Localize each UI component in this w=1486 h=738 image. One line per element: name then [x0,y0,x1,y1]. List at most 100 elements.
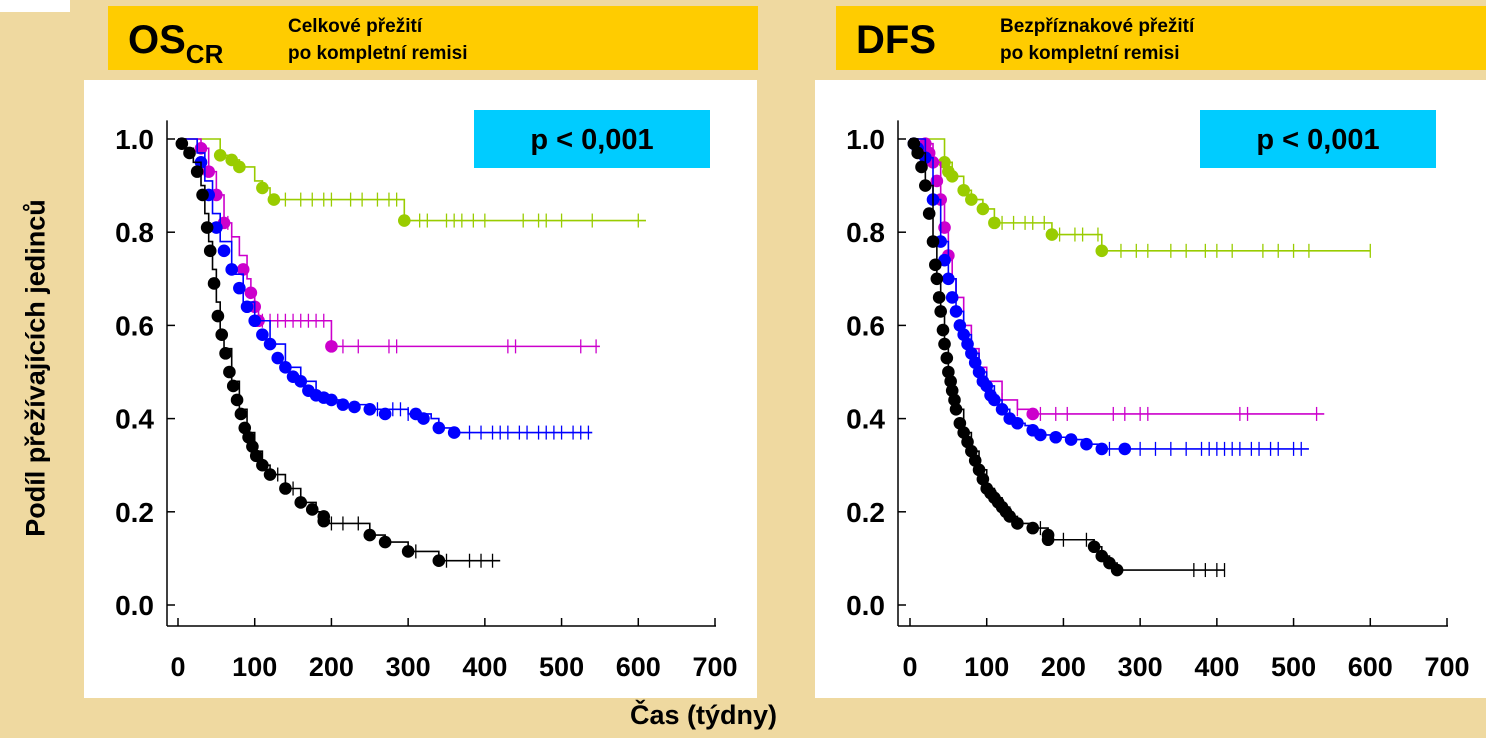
dfs-series-3-event-point [944,375,957,388]
os-series-3-event-point [249,449,263,463]
os-series-1-event-point [325,340,338,353]
os-series-3-event-point [317,514,331,528]
dfs-series-3-event-point [911,146,924,160]
os-series-3-event-point [294,496,308,509]
os-series-0-event-point [233,160,246,174]
dfs-series-3-event-point [919,179,932,192]
dfs-chart: 0.0 0.2 0.4 0.6 0.8 1.0 0 100 200 300 400 500 600 700… [846,110,1470,682]
dfs-series-3-event-point [929,258,942,272]
os-series-3-event-point [230,393,244,407]
os-series-3-event-point [432,554,446,568]
dfs-x-tick-label: 700 [1424,652,1469,682]
dfs-series-3-event-point [1041,533,1055,547]
os-series-3-event-point [211,309,225,323]
x-axis-label: Čas (týdny) [630,700,778,730]
os-y-tick-label: 0.2 [115,497,154,528]
os-series-3-event-point [207,277,221,290]
os-series-3-event-point [305,503,319,516]
os-series-3-event-point [215,328,229,342]
dfs-series-0-event-point [988,216,1001,230]
os-x-tick-label: 300 [386,652,431,682]
dfs-series-3-event-point [926,235,940,248]
dfs-series-2-event-point [949,305,963,318]
os-series-2-event-point [325,393,338,407]
dfs-header-bar: DFS Bezpříznakové přežití po kompletní r… [836,6,1486,70]
dfs-series-0-event-point [965,193,978,206]
dfs-series-0-event-point [1095,244,1109,258]
dfs-series-3-event-point [1087,540,1101,554]
dfs-series-2-event-point [1034,428,1047,442]
os-series-0-event-point [398,214,411,227]
dfs-x-tick-label: 300 [1118,652,1163,682]
os-y-tick-label: 0.0 [115,590,154,621]
dfs-y-tick-label: 0.6 [846,310,885,341]
dfs-series-3-event-point [1011,517,1024,530]
os-series-3-event-point [263,468,277,481]
dfs-series-2-event-point [1049,430,1063,444]
os-series-2-event-point [240,300,254,314]
dfs-series-2-event-point [942,272,955,286]
os-series-3-event-point [234,407,248,421]
dfs-series-2-event-point [995,402,1009,416]
dfs-series-3-event-point [936,323,950,337]
dfs-abbr-text: DFS [856,18,936,62]
os-pvalue-box [474,110,710,168]
dfs-x-tick-label: 400 [1194,652,1239,682]
os-x-tick-label: 200 [309,652,354,682]
os-series-2-event-point [378,407,392,421]
os-series-2-event-point [417,412,430,425]
os-series-2-event-point [348,400,361,414]
os-series-3-event-point [200,221,214,234]
os-series-2-event-point [217,244,231,258]
os-series-3-event-point [175,137,189,150]
os-y-tick-label: 0.4 [115,404,154,435]
os-x-tick-label: 500 [539,652,584,682]
y-axis-label: Podíl přežívajících jedinců [20,199,51,537]
os-series-2-event-point [294,375,308,388]
os-header-bar: OSCR Celkové přežití po kompletní remisi [108,6,758,70]
os-pvalue-text: p < 0,001 [530,124,653,156]
os-title-line2: po kompletní remisi [288,43,468,64]
dfs-x-tick-label: 200 [1041,652,1086,682]
os-series-2-event-point [225,263,238,276]
dfs-y-tick-label: 0.4 [846,404,885,435]
os-series-3-event-point [226,379,240,393]
os-x-tick-label: 400 [462,652,507,682]
os-series-3-event-point [196,188,209,202]
dfs-series-0-event-point [945,169,959,183]
os-series-2-event-point [363,402,377,416]
os-series-2-event-point [256,328,269,342]
dfs-series-3-event-point [938,337,951,351]
os-series-3-event-point [190,165,204,178]
dfs-series-1-line [910,138,1325,415]
dfs-pvalue-text: p < 0,001 [1256,124,1379,156]
dfs-series-2-event-point [1118,442,1132,456]
os-series-2-event-point [248,314,262,328]
os-series-3-event-point [363,528,377,542]
dfs-series-3-line [910,138,1225,571]
dfs-plot-panel: 0.0 0.2 0.4 0.6 0.8 1.0 0 100 200 300 400 500 600 700… [815,80,1486,698]
dfs-series-2-line [910,138,1309,450]
os-series-2-event-point [447,426,461,439]
os-series-3-event-point [203,244,217,258]
dfs-title-line2: po kompletní remisi [1000,43,1180,64]
os-series-2-event-point [233,281,246,295]
os-series-3-event-point [183,146,196,160]
dfs-series-3-event-point [930,272,944,286]
dfs-series-1-event-point [1026,407,1040,421]
dfs-series-3-event-point [915,160,928,174]
os-series-2-event-point [271,351,285,365]
os-y-tick-label: 0.6 [115,310,154,341]
os-chart: 0.0 0.2 0.4 0.6 0.8 1.0 0 100 200 300 400 500 600 700… [115,110,738,682]
dfs-series-2-event-point [988,393,1001,407]
dfs-series-0-event-point [976,202,990,216]
os-abbr-sub: CR [185,39,224,69]
dfs-series-0-event-point [957,183,970,197]
dfs-series-0-event-point [1045,228,1059,241]
dfs-series-2-event-point [1011,416,1024,430]
os-series-0-event-point [267,193,281,206]
os-series-1-event-point [244,286,258,300]
os-series-0-event-point [213,149,227,162]
dfs-pvalue-box [1200,110,1436,168]
dfs-series-2-event-point [1080,437,1093,451]
